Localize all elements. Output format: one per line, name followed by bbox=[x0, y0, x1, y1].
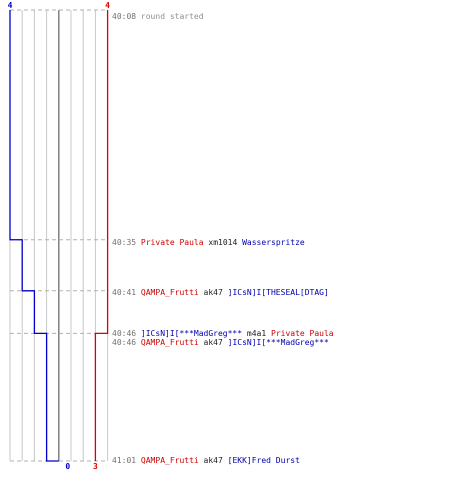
killer-name: ]ICsN]I[***MadGreg*** bbox=[140, 329, 243, 338]
red-end-count: 3 bbox=[93, 462, 98, 471]
team-red-line bbox=[94, 10, 109, 461]
event-time: 40:35 bbox=[112, 238, 137, 247]
victim-name: [EKK]Fred Durst bbox=[227, 456, 300, 465]
weapon-name: ak47 bbox=[203, 288, 223, 297]
weapon-name: xm1014 bbox=[208, 238, 238, 247]
event-time: 40:41 bbox=[112, 288, 137, 297]
red-start-count: 4 bbox=[105, 1, 110, 10]
event-time: 40:08 bbox=[112, 12, 137, 21]
killer-name: QAMPA_Frutti bbox=[140, 338, 199, 347]
event-row: 40:46 ]ICsN]I[***MadGreg*** m4a1 Private… bbox=[112, 329, 334, 338]
victim-name: Private Paula bbox=[271, 329, 334, 338]
event-time: 40:46 bbox=[112, 338, 137, 347]
event-row: 41:01 QAMPA_Frutti ak47 [EKK]Fred Durst bbox=[112, 456, 300, 465]
event-row: 40:35 Private Paula xm1014 Wasserspritze bbox=[112, 238, 305, 247]
event-row: 40:08 round started bbox=[112, 12, 204, 21]
killer-name: Private Paula bbox=[140, 238, 204, 247]
event-time: 41:01 bbox=[112, 456, 137, 465]
event-time: 40:46 bbox=[112, 329, 137, 338]
team-blue-line bbox=[9, 10, 59, 462]
weapon-name: ak47 bbox=[203, 456, 223, 465]
victim-name: ]ICsN]I[THESEAL[DTAG] bbox=[227, 288, 329, 297]
victim-name: ]ICsN]I[***MadGreg*** bbox=[227, 338, 329, 347]
blue-end-count: 0 bbox=[65, 462, 70, 471]
blue-start-count: 4 bbox=[8, 1, 13, 10]
weapon-name: m4a1 bbox=[246, 329, 267, 338]
victim-name: Wasserspritze bbox=[242, 238, 305, 247]
event-note: round started bbox=[140, 12, 204, 21]
event-row: 40:46 QAMPA_Frutti ak47 ]ICsN]I[***MadGr… bbox=[112, 338, 329, 347]
killer-name: QAMPA_Frutti bbox=[140, 456, 199, 465]
killer-name: QAMPA_Frutti bbox=[140, 288, 199, 297]
event-row: 40:41 QAMPA_Frutti ak47 ]ICsN]I[THESEAL[… bbox=[112, 288, 329, 297]
weapon-name: ak47 bbox=[203, 338, 223, 347]
